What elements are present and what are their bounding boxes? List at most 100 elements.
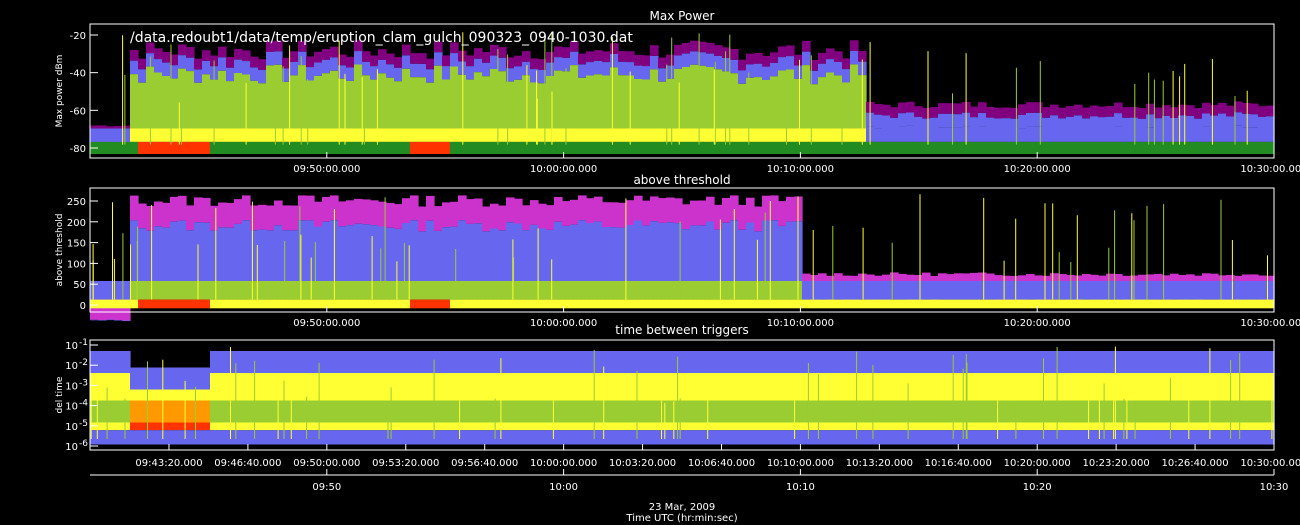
- heatmap-cell: [106, 141, 115, 154]
- heatmap-cell: [586, 430, 595, 445]
- heatmap-cell: [354, 223, 363, 281]
- heatmap-cell: [922, 118, 931, 132]
- heatmap-cell: [354, 141, 363, 154]
- heatmap-cell: [354, 128, 363, 142]
- x-tick-label: 09:50:00.000: [293, 458, 360, 469]
- heatmap-cell: [322, 422, 331, 431]
- heatmap-cell: [1146, 373, 1155, 401]
- heatmap-cell: [362, 61, 371, 76]
- heatmap-cell: [1194, 128, 1203, 142]
- heatmap-cell: [266, 430, 275, 445]
- heatmap-cell: [762, 351, 771, 373]
- heatmap-cell: [1146, 114, 1155, 128]
- heatmap-cell: [618, 299, 627, 309]
- heatmap-cell: [1122, 351, 1131, 373]
- heatmap-cell: [610, 141, 619, 154]
- heatmap-cell: [266, 230, 275, 281]
- heatmap-cell: [570, 422, 579, 431]
- heatmap-cell: [242, 351, 251, 373]
- heatmap-cell: [370, 225, 379, 281]
- heatmap-cell: [330, 128, 339, 142]
- heatmap-cell: [234, 422, 243, 431]
- heatmap-cell: [506, 68, 515, 82]
- heatmap-cell: [434, 141, 443, 154]
- heatmap-cell: [898, 141, 907, 154]
- heatmap-cell: [298, 299, 307, 309]
- heatmap-cell: [202, 430, 211, 445]
- heatmap-cell: [706, 430, 715, 445]
- heatmap-cell: [738, 430, 747, 445]
- heatmap-cell: [346, 373, 355, 401]
- heatmap-cell: [482, 52, 491, 63]
- heatmap-cell: [738, 59, 747, 71]
- heatmap-cell: [602, 227, 611, 281]
- heatmap-cell: [90, 373, 99, 401]
- heatmap-cell: [242, 373, 251, 401]
- heatmap-cell: [98, 299, 107, 309]
- heatmap-cell: [1170, 430, 1179, 445]
- heatmap-cell: [722, 281, 731, 300]
- heatmap-cell: [1170, 351, 1179, 373]
- heatmap-cell: [1138, 430, 1147, 445]
- heatmap-cell: [322, 73, 331, 129]
- max-power-panel: Max Power /data.redoubt1/data/temp/erupt…: [55, 9, 1300, 175]
- heatmap-cell: [426, 69, 435, 83]
- heatmap-cell: [1138, 299, 1147, 309]
- heatmap-cell: [378, 422, 387, 431]
- heatmap-cell: [202, 141, 211, 154]
- heatmap-cell: [538, 141, 547, 154]
- heatmap-cell: [658, 430, 667, 445]
- heatmap-cell: [738, 128, 747, 142]
- heatmap-cell: [618, 51, 627, 62]
- heatmap-cell: [362, 400, 371, 423]
- heatmap-cell: [1266, 400, 1275, 423]
- heatmap-cell: [626, 225, 635, 281]
- heatmap-cell: [1234, 422, 1243, 431]
- heatmap-cell: [354, 198, 363, 224]
- y-tick-label: 10: [65, 422, 78, 433]
- heatmap-cell: [842, 281, 851, 300]
- heatmap-cell: [1178, 373, 1187, 401]
- heatmap-cell: [634, 351, 643, 373]
- heatmap-cell: [690, 141, 699, 154]
- heatmap-cell: [674, 198, 683, 224]
- heatmap-cell: [170, 196, 179, 222]
- heatmap-cell: [626, 422, 635, 431]
- heatmap-cell: [626, 400, 635, 423]
- heatmap-cell: [810, 141, 819, 154]
- heatmap-cell: [282, 351, 291, 373]
- heatmap-cell: [690, 430, 699, 445]
- heatmap-cell: [314, 128, 323, 142]
- heatmap-cell: [1242, 422, 1251, 431]
- heatmap-cell: [458, 430, 467, 445]
- heatmap-cell: [170, 78, 179, 129]
- heatmap-cell: [458, 141, 467, 154]
- heatmap-cell: [1258, 299, 1267, 309]
- heatmap-cell: [858, 400, 867, 423]
- heatmap-cell: [738, 70, 747, 84]
- heatmap-cell: [370, 281, 379, 300]
- heatmap-cell: [570, 65, 579, 129]
- heatmap-cell: [690, 51, 699, 65]
- heatmap-cell: [1210, 281, 1219, 300]
- heatmap-cell: [994, 351, 1003, 373]
- heatmap-cell: [442, 351, 451, 373]
- heatmap-cell: [618, 227, 627, 281]
- heatmap-cell: [1250, 299, 1259, 309]
- heatmap-cell: [594, 60, 603, 75]
- x-tick-label: 10:10:00.000: [767, 458, 834, 469]
- heatmap-cell: [586, 51, 595, 63]
- heatmap-cell: [882, 141, 891, 154]
- heatmap-cell: [906, 281, 915, 300]
- heatmap-cell: [618, 141, 627, 154]
- heatmap-cell: [1106, 281, 1115, 300]
- heatmap-cell: [626, 200, 635, 225]
- heatmap-cell: [338, 78, 347, 129]
- heatmap-cell: [890, 400, 899, 423]
- heatmap-cell: [434, 299, 443, 309]
- heatmap-cell: [1178, 104, 1187, 116]
- heatmap-cell: [866, 351, 875, 373]
- heatmap-cell: [1194, 400, 1203, 423]
- heatmap-cell: [146, 430, 155, 445]
- heatmap-cell: [130, 60, 139, 75]
